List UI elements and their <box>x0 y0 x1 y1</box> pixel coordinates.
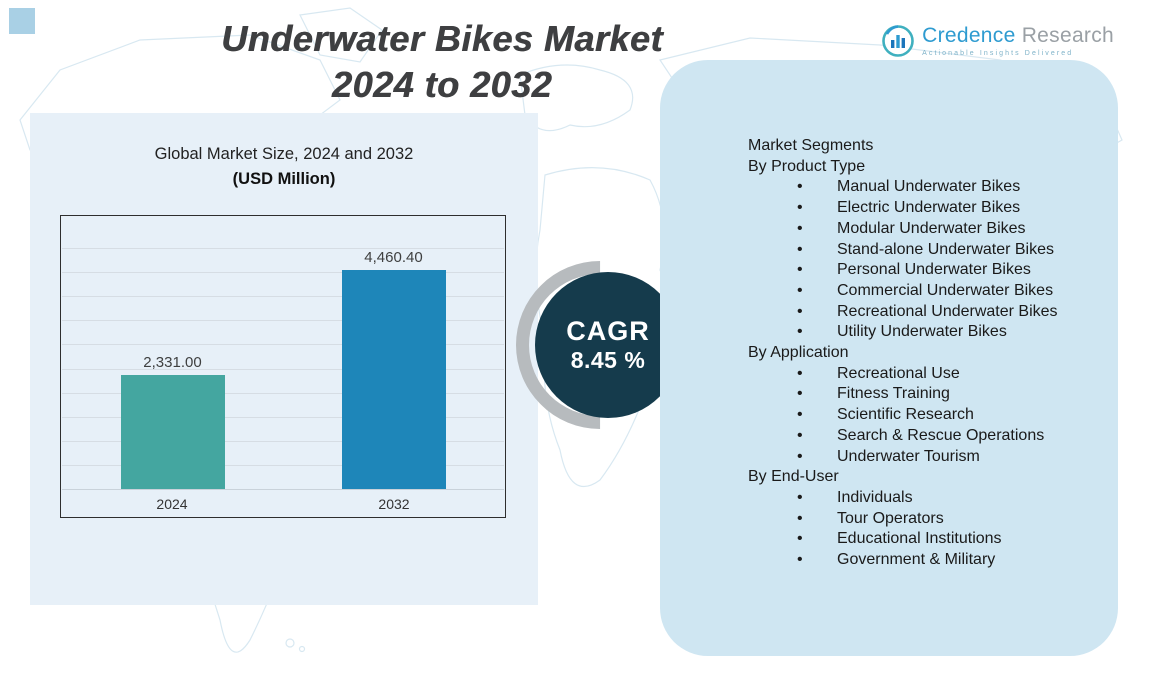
segment-group-heading: By Product Type <box>748 157 866 175</box>
segment-group-heading: By Application <box>748 344 849 362</box>
gridline <box>62 440 504 442</box>
gridline <box>62 320 504 322</box>
page-title: Underwater Bikes Market 2024 to 2032 <box>162 16 722 108</box>
cagr-value: 8.45 % <box>570 347 646 373</box>
segment-item: Search & Rescue Operations <box>748 426 1090 447</box>
segment-item: Electric Underwater Bikes <box>748 198 1090 219</box>
segment-item: Educational Institutions <box>748 529 1090 550</box>
segment-item: Personal Underwater Bikes <box>748 260 1090 281</box>
segment-item: Tour Operators <box>748 509 1090 530</box>
gridline <box>62 296 504 298</box>
segment-item: Recreational Underwater Bikes <box>748 302 1090 323</box>
bar-value-label: 2,331.00 <box>143 353 202 371</box>
segment-item: Scientific Research <box>748 405 1090 426</box>
segment-item: Modular Underwater Bikes <box>748 219 1090 240</box>
chart-categories: 2024 2032 <box>61 490 505 517</box>
category-label: 2024 <box>156 495 188 512</box>
gridline <box>62 248 504 250</box>
segment-list: Manual Underwater BikesElectric Underwat… <box>748 177 1090 343</box>
bar-slot: 4,460.40 <box>283 224 504 489</box>
brand-tagline: Actionable Insights Delivered <box>922 50 1074 57</box>
gridline <box>62 416 504 418</box>
gridline <box>62 464 504 466</box>
segments-panel: Market Segments By Product Type Manual Un… <box>660 60 1118 656</box>
gridline <box>62 392 504 394</box>
bar-slot: 2,331.00 <box>62 224 283 489</box>
bar-value-label: 4,460.40 <box>364 249 423 267</box>
brand-logo: Credence Research Actionable Insights De… <box>881 24 1114 58</box>
segment-list: Recreational UseFitness TrainingScientif… <box>748 364 1090 468</box>
segment-item: Underwater Tourism <box>748 447 1090 468</box>
map-greenland <box>299 7 383 63</box>
cagr-label: CAGR <box>566 316 650 346</box>
gridline <box>62 272 504 274</box>
segment-item: Government & Military <box>748 550 1090 571</box>
bar-2024 <box>120 374 225 489</box>
segment-item: Commercial Underwater Bikes <box>748 281 1090 302</box>
cagr-badge: CAGR 8.45 % <box>535 272 681 418</box>
title-line-1: Underwater Bikes Market <box>221 18 663 59</box>
brand-name: Credence Research <box>922 24 1114 48</box>
category-label: 2032 <box>378 495 410 512</box>
brand-logo-icon <box>882 25 914 57</box>
map-dot <box>285 638 295 648</box>
map-dot <box>298 645 306 653</box>
segment-item: Recreational Use <box>748 364 1090 385</box>
segment-item: Stand-alone Underwater Bikes <box>748 240 1090 261</box>
corner-decoration <box>9 8 35 34</box>
segment-group-heading: By End-User <box>748 468 839 486</box>
bar-chart: 2,331.00 4,460.40 2024 2032 <box>60 215 506 518</box>
chart-title: Global Market Size, 2024 and 2032 <box>154 145 414 163</box>
segment-item: Individuals <box>748 488 1090 509</box>
chart-plot: 2,331.00 4,460.40 <box>62 224 504 490</box>
title-line-2: 2024 to 2032 <box>331 64 553 105</box>
segments-title: Market Segments <box>748 137 874 154</box>
segment-item: Fitness Training <box>748 384 1090 405</box>
segments-groups: By Product Type Manual Underwater BikesEl… <box>748 157 1090 571</box>
chart-subtitle: (USD Million) <box>232 170 336 188</box>
segment-list: IndividualsTour OperatorsEducational Ins… <box>748 488 1090 571</box>
brand-name-first: Credence <box>922 24 1016 47</box>
segment-item: Manual Underwater Bikes <box>748 177 1090 198</box>
brand-name-second: Research <box>1021 24 1114 47</box>
market-size-panel: Global Market Size, 2024 and 2032 (USD M… <box>30 113 538 605</box>
gridline <box>62 344 504 346</box>
gridline <box>62 368 504 370</box>
bar-2032 <box>341 270 446 489</box>
segment-item: Utility Underwater Bikes <box>748 322 1090 343</box>
map-europe <box>519 64 634 132</box>
brand-logo-text: Credence Research Actionable Insights De… <box>922 24 1114 57</box>
